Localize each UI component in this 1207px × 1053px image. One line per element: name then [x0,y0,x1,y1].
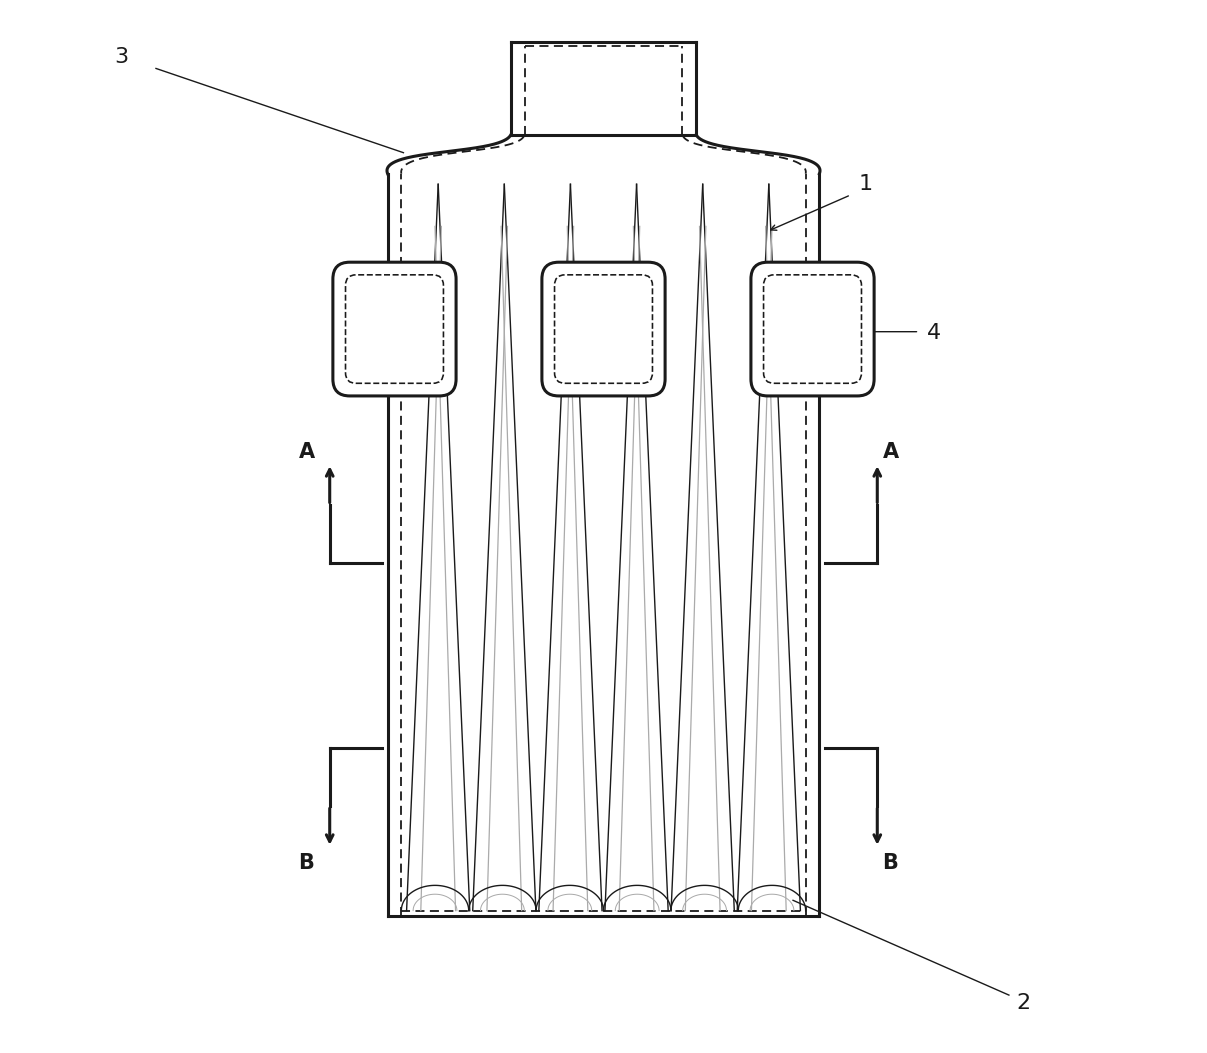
Text: 2: 2 [1016,993,1031,1013]
Text: A: A [882,442,899,462]
Text: 3: 3 [113,47,128,67]
Text: A: A [298,442,315,462]
FancyBboxPatch shape [542,262,665,396]
Text: B: B [298,853,315,873]
Text: 4: 4 [927,323,941,343]
Text: B: B [882,853,898,873]
FancyBboxPatch shape [751,262,874,396]
Text: 1: 1 [858,174,873,194]
FancyBboxPatch shape [333,262,456,396]
